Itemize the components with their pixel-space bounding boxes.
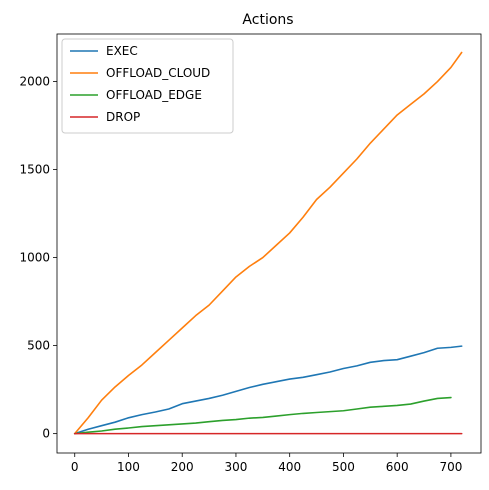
- series-line-offload-cloud: [73, 51, 463, 435]
- plot-frame: [56, 33, 482, 454]
- x-tick-label: 700: [439, 460, 462, 474]
- x-tick-label: 200: [171, 460, 194, 474]
- y-tick-label: 0: [42, 427, 50, 441]
- x-tick-label: 600: [386, 460, 409, 474]
- x-tick-label: 0: [71, 460, 79, 474]
- y-tick-label: 1500: [19, 163, 50, 177]
- x-tick-label: 100: [117, 460, 140, 474]
- legend-label: EXEC: [106, 44, 138, 58]
- legend-label: OFFLOAD_EDGE: [106, 88, 202, 102]
- legend-box: [61, 38, 234, 134]
- legend-label: OFFLOAD_CLOUD: [106, 66, 210, 80]
- chart-title: Actions: [242, 12, 293, 28]
- series-line-offload-edge: [73, 396, 452, 435]
- x-tick-label: 500: [332, 460, 355, 474]
- y-tick-label: 1000: [19, 251, 50, 265]
- legend: EXEC OFFLOAD_CLOUD OFFLOAD_EDGE DROP: [61, 38, 234, 134]
- legend-label: DROP: [106, 110, 140, 124]
- x-tick-label: 400: [278, 460, 301, 474]
- y-tick-label: 2000: [19, 75, 50, 89]
- y-tick-label: 500: [27, 339, 50, 353]
- series-line-exec: [73, 345, 463, 435]
- x-tick-label: 300: [224, 460, 247, 474]
